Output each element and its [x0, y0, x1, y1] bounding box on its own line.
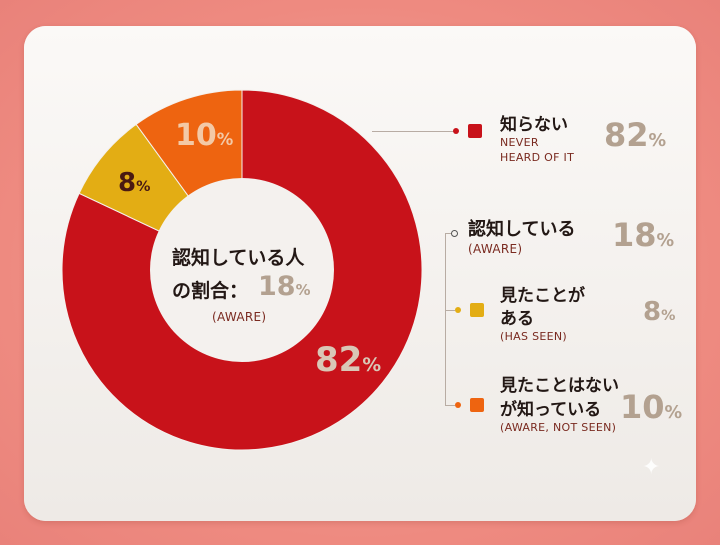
legend-swatch-never: [468, 124, 482, 138]
legend-dot-never: [453, 128, 459, 134]
slice-label-82: 82%: [315, 340, 382, 380]
legend-value-seen: 8%: [643, 297, 676, 327]
legend-swatch-seen: [470, 303, 484, 317]
legend-label-seen-1: 見たことが: [500, 286, 585, 306]
legend-value-aware: 18%: [612, 216, 675, 254]
center-title-line1: 認知している人: [172, 247, 305, 269]
donut-hole: [150, 178, 334, 362]
bracket-tick-notseen: [445, 405, 455, 406]
legend-value-notseen: 10%: [620, 388, 683, 426]
legend-sub-never-2: HEARD OF IT: [500, 151, 575, 164]
legend-sub-never-1: NEVER: [500, 136, 539, 149]
legend-dot-aware: [451, 230, 458, 237]
legend-dot-seen: [455, 307, 461, 313]
bracket-tick-seen: [445, 310, 455, 311]
legend-label-notseen-1: 見たことはない: [500, 376, 619, 396]
center-title-line2: の割合：: [172, 280, 249, 302]
legend-dot-notseen: [455, 402, 461, 408]
legend-value-never: 82%: [604, 116, 667, 154]
center-value: 18%: [258, 271, 311, 302]
slice-label-10: 10%: [175, 118, 234, 153]
legend-label-never: 知らない: [500, 115, 568, 135]
bracket-tick-top: [445, 233, 453, 234]
legend-swatch-notseen: [470, 398, 484, 412]
donut-slice-0: [61, 89, 423, 451]
center-sub: (AWARE): [212, 310, 267, 324]
legend-label-notseen-2: が知っている: [500, 400, 602, 420]
legend-label-seen-2: ある: [500, 309, 534, 329]
sparkle-icon: ✦: [642, 455, 661, 480]
legend-sub-aware: (AWARE): [468, 242, 523, 256]
slice-label-8: 8%: [118, 168, 151, 198]
legend-label-aware: 認知している: [468, 219, 576, 240]
bracket-aware: [445, 233, 446, 405]
legend-sub-seen: (HAS SEEN): [500, 330, 567, 343]
connector-never: [372, 131, 458, 132]
legend-sub-notseen: (AWARE, NOT SEEN): [500, 421, 617, 434]
